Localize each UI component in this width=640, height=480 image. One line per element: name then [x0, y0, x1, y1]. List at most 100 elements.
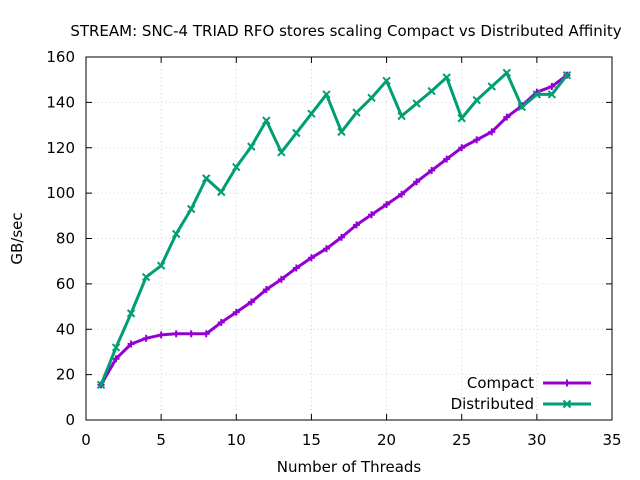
- data-point-distributed: [487, 82, 496, 91]
- series-layer: [96, 68, 572, 390]
- data-point-compact: [548, 82, 556, 90]
- y-tick-label: 100: [46, 184, 75, 202]
- data-point-distributed: [427, 86, 436, 96]
- legend: Compact Distributed: [451, 374, 591, 413]
- y-tick-label: 160: [46, 48, 75, 66]
- data-point-distributed: [96, 380, 106, 390]
- data-point-distributed: [277, 148, 286, 157]
- data-point-distributed-d2: [472, 95, 481, 105]
- legend-label-distributed: Distributed: [451, 395, 534, 413]
- x-tick-label: 20: [377, 431, 396, 449]
- y-axis-label: GB/sec: [8, 212, 26, 264]
- legend-label-compact: Compact: [467, 374, 534, 392]
- data-point-distributed-d2: [186, 204, 196, 214]
- data-point-distributed: [126, 309, 136, 318]
- data-point-compact: [277, 275, 285, 283]
- data-point-compact: [112, 355, 120, 363]
- data-point-distributed: [412, 99, 421, 108]
- legend-marker-distributed-d2: [562, 399, 572, 409]
- data-point-compact: [473, 136, 481, 144]
- data-point-compact: [262, 286, 270, 294]
- data-point-distributed-d2: [307, 109, 316, 118]
- chart-title: STREAM: SNC-4 TRIAD RFO stores scaling C…: [70, 22, 621, 40]
- data-point-distributed: [262, 116, 271, 125]
- data-point-distributed: [141, 272, 151, 282]
- y-tick-label: 80: [56, 230, 75, 248]
- data-point-distributed: [171, 229, 181, 239]
- data-point-distributed-d2: [126, 309, 136, 318]
- data-point-distributed-d2: [367, 93, 376, 103]
- x-tick-label: 30: [527, 431, 546, 449]
- data-point-compact: [383, 200, 391, 208]
- data-point-distributed: [472, 95, 481, 105]
- data-point-distributed-d2: [202, 174, 211, 183]
- data-point-distributed: [562, 70, 572, 80]
- y-tick-label: 40: [56, 320, 75, 338]
- y-tick-label: 0: [65, 411, 75, 429]
- data-point-distributed-d2: [277, 148, 286, 157]
- data-point-distributed: [232, 162, 241, 172]
- data-point-compact: [292, 264, 300, 272]
- data-point-compact: [307, 254, 315, 262]
- x-tick-label: 5: [156, 431, 166, 449]
- data-point-compact: [368, 211, 376, 219]
- data-point-compact: [142, 334, 150, 342]
- data-point-distributed: [247, 142, 256, 151]
- data-point-distributed: [111, 343, 121, 352]
- data-point-distributed: [502, 68, 512, 78]
- data-point-compact: [322, 245, 330, 253]
- data-point-distributed-d2: [562, 70, 572, 80]
- y-axis-ticks: 0 20 40 60 80 100 120 140 160: [46, 48, 612, 429]
- data-point-compact: [187, 330, 195, 338]
- data-point-distributed-d2: [262, 116, 271, 125]
- y-tick-label: 60: [56, 275, 75, 293]
- data-point-distributed: [457, 114, 466, 123]
- data-point-distributed: [322, 90, 331, 99]
- data-point-compact: [247, 298, 255, 306]
- data-point-distributed: [367, 93, 376, 103]
- x-tick-label: 15: [302, 431, 321, 449]
- data-point-compact: [353, 221, 361, 229]
- data-point-distributed-d2: [397, 111, 406, 121]
- data-point-distributed: [217, 187, 226, 197]
- data-point-distributed-d2: [442, 73, 451, 82]
- data-point-distributed-d2: [412, 99, 421, 108]
- x-tick-label: 35: [602, 431, 621, 449]
- data-point-distributed: [442, 73, 451, 82]
- data-point-distributed: [352, 108, 361, 117]
- x-axis-ticks: 0 5 10 15 20 25 30 35: [81, 57, 622, 449]
- data-point-distributed: [382, 76, 391, 86]
- data-point-compact: [172, 330, 180, 338]
- data-point-distributed: [337, 127, 346, 137]
- data-point-compact: [398, 190, 406, 198]
- data-point-distributed-d2: [217, 187, 226, 197]
- data-point-compact: [488, 128, 496, 136]
- data-point-distributed-d2: [96, 380, 106, 390]
- data-point-distributed-d2: [247, 142, 256, 151]
- plot-frame: [85, 56, 613, 421]
- data-point-compact: [428, 166, 436, 174]
- x-tick-label: 10: [227, 431, 246, 449]
- data-point-distributed: [547, 90, 557, 99]
- data-point-compact: [217, 318, 225, 326]
- data-point-distributed: [517, 102, 527, 112]
- data-point-distributed-d2: [517, 102, 527, 112]
- data-point-distributed-d2: [487, 82, 496, 91]
- data-point-distributed-d2: [111, 343, 121, 352]
- x-tick-label: 0: [81, 431, 91, 449]
- data-point-distributed-d2: [457, 114, 466, 123]
- data-point-distributed: [532, 90, 542, 99]
- data-point-distributed: [202, 174, 211, 183]
- data-point-distributed-d2: [337, 127, 346, 137]
- x-tick-label: 25: [452, 431, 471, 449]
- y-tick-label: 140: [46, 93, 75, 111]
- data-point-distributed-d2: [232, 162, 241, 172]
- data-point-compact: [413, 178, 421, 186]
- data-point-distributed-d2: [502, 68, 512, 78]
- y-tick-label: 20: [56, 366, 75, 384]
- data-point-distributed-d2: [532, 90, 542, 99]
- data-point-compact: [127, 340, 135, 348]
- data-point-compact: [458, 144, 466, 152]
- data-point-distributed-d2: [427, 86, 436, 96]
